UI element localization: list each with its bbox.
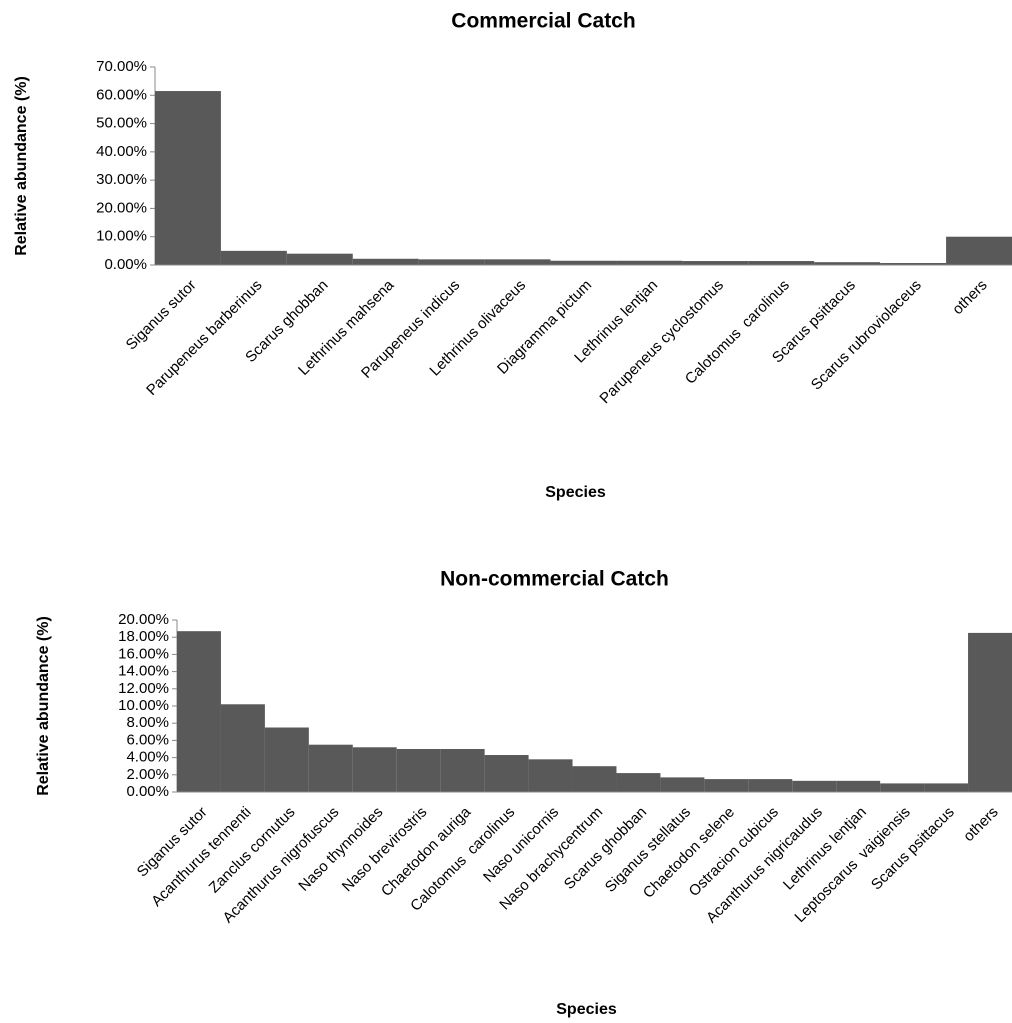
bar <box>880 783 925 792</box>
bar <box>264 727 309 792</box>
bar <box>396 749 441 792</box>
x-tick-label: Naso unicornis <box>480 804 562 886</box>
bar <box>484 755 529 792</box>
bar <box>682 261 749 265</box>
bar <box>550 260 617 265</box>
bar <box>880 263 947 265</box>
x-tick-label: Scarus psittacus <box>868 804 958 894</box>
chart-title: Commercial Catch <box>451 10 635 33</box>
y-tick-label: 10.00% <box>96 228 147 245</box>
bar <box>572 766 617 792</box>
bar <box>704 779 749 792</box>
bar <box>748 779 793 792</box>
x-tick-label: Parupeneus cyclostomus <box>596 277 727 408</box>
y-tick-label: 30.00% <box>96 171 147 188</box>
bar <box>748 261 815 265</box>
y-tick-label: 6.00% <box>126 731 169 748</box>
bar <box>286 253 353 265</box>
bar <box>814 262 881 265</box>
y-tick-label: 40.00% <box>96 143 147 160</box>
y-tick-label: 12.00% <box>118 680 169 697</box>
bar <box>836 780 881 792</box>
bar <box>352 258 419 265</box>
bar <box>177 631 221 792</box>
y-tick-label: 60.00% <box>96 86 147 103</box>
y-tick-label: 50.00% <box>96 115 147 132</box>
y-tick-label: 14.00% <box>118 663 169 680</box>
x-axis-title: Species <box>545 484 606 501</box>
chart-title: Non-commercial Catch <box>440 568 669 591</box>
bar <box>968 632 1012 792</box>
bar <box>616 773 661 792</box>
bar <box>418 259 485 265</box>
y-tick-label: 70.00% <box>96 58 147 75</box>
bar <box>440 749 485 792</box>
bar <box>792 780 837 792</box>
bar <box>155 91 221 266</box>
y-tick-label: 20.00% <box>96 199 147 216</box>
bar <box>924 783 969 792</box>
y-tick-label: 2.00% <box>126 766 169 783</box>
bar <box>946 236 1012 265</box>
y-axis-title: Relative abundance (%) <box>13 76 30 256</box>
bar <box>352 747 397 792</box>
bar <box>616 260 683 265</box>
bar <box>220 250 287 265</box>
x-tick-label: others <box>960 804 1002 846</box>
y-tick-label: 16.00% <box>118 645 169 662</box>
x-tick-label: Scarus rubroviolaceus <box>808 277 925 394</box>
bar <box>484 259 551 265</box>
bar <box>220 704 265 792</box>
y-tick-label: 10.00% <box>118 697 169 714</box>
x-axis-title: Species <box>556 1001 617 1018</box>
y-tick-label: 8.00% <box>126 714 169 731</box>
y-tick-label: 0.00% <box>104 256 147 273</box>
bar <box>308 744 353 792</box>
y-axis-title: Relative abundance (%) <box>35 616 52 796</box>
bar <box>528 759 573 792</box>
x-tick-label: others <box>949 277 991 319</box>
bar <box>660 777 705 792</box>
y-tick-label: 20.00% <box>118 611 169 628</box>
y-tick-label: 18.00% <box>118 628 169 645</box>
y-tick-label: 0.00% <box>126 783 169 800</box>
y-tick-label: 4.00% <box>126 749 169 766</box>
x-tick-label: Parupeneus barberinus <box>143 277 265 399</box>
